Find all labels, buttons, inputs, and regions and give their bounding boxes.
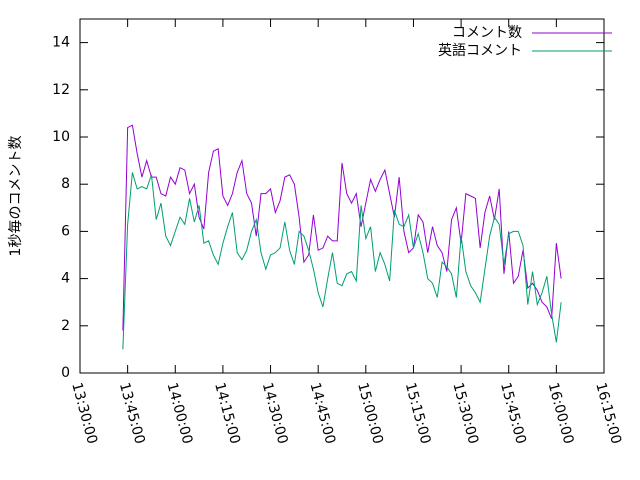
y-tick-label: 2 [61,318,70,334]
x-tick-label: 16:15:00 [592,381,624,446]
x-tick-label: 14:30:00 [259,381,291,446]
y-tick-label: 14 [52,35,70,51]
x-tick-label: 14:15:00 [211,381,243,446]
y-tick-label: 6 [61,223,70,239]
x-tick-label: 15:45:00 [497,381,529,446]
y-tick-label: 12 [52,82,70,98]
x-tick-label: 15:30:00 [449,381,481,446]
series-line [122,124,562,331]
x-tick-label: 13:30:00 [68,381,100,446]
legend-label: コメント数 [452,25,522,41]
series-line [122,172,562,350]
legend-label: 英語コメント [438,42,522,59]
y-tick-label: 4 [61,271,70,287]
x-tick-label: 15:15:00 [402,381,434,446]
x-tick-label: 14:00:00 [164,381,196,446]
y-tick-label: 8 [61,176,70,192]
y-axis-label: 1秒毎のコメント数 [8,136,24,257]
x-tick-label: 14:45:00 [306,381,338,446]
x-tick-label: 13:45:00 [116,381,148,446]
x-tick-label: 15:00:00 [354,381,386,446]
x-tick-label: 16:00:00 [545,381,577,446]
y-tick-label: 10 [52,129,70,145]
y-tick-label: 0 [61,365,70,381]
plot-border [79,18,605,374]
